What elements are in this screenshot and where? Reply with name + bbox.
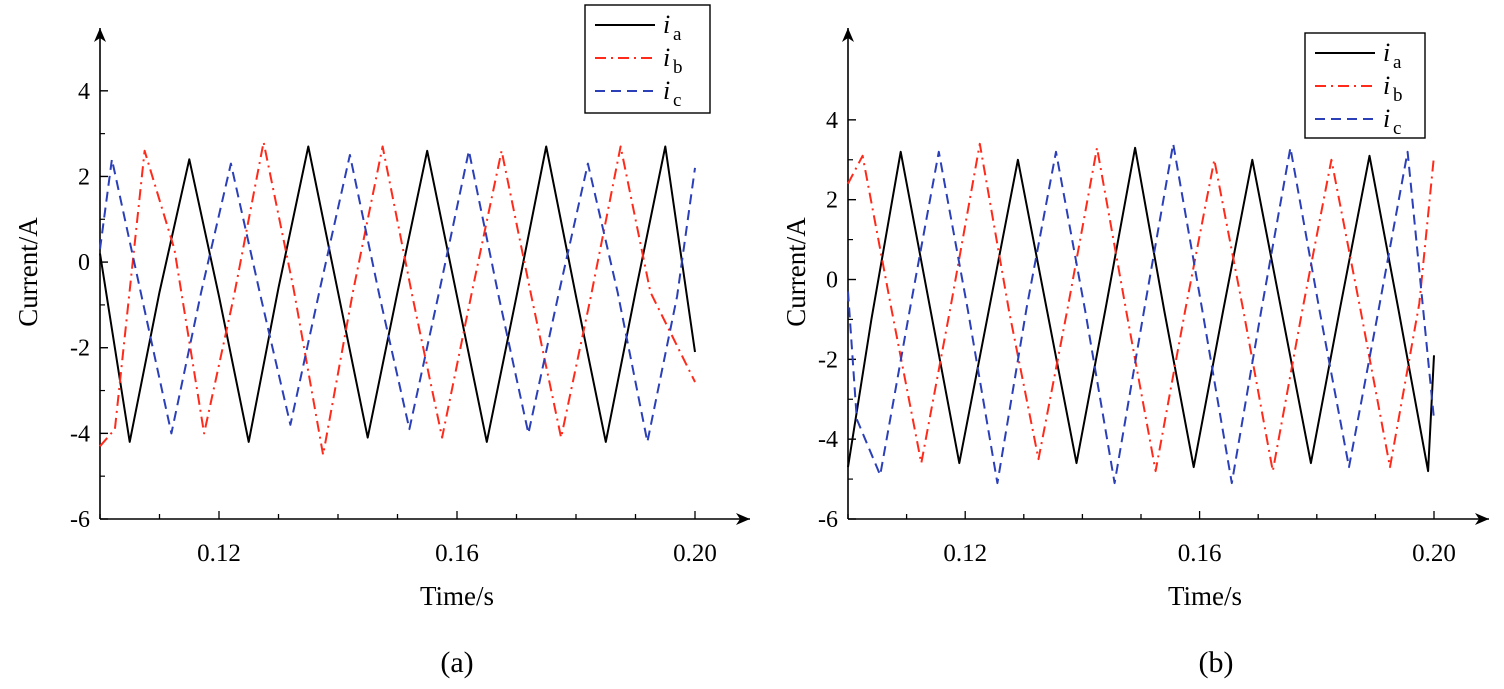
legend-label-ic: i: [1383, 104, 1390, 133]
legend-label-ib: i: [1383, 71, 1390, 100]
x-axis-label: Time/s: [420, 581, 494, 611]
panel-label: (b): [1199, 646, 1234, 679]
legend: i ai bi c: [1304, 32, 1426, 139]
x-axis-arrow: [1475, 513, 1489, 525]
y-tick-label: 4: [78, 79, 90, 105]
y-tick-label: 0: [78, 250, 90, 276]
legend-label-ia: i: [663, 10, 670, 39]
series-line-ib: [99, 141, 696, 456]
panel-label: (a): [440, 646, 473, 679]
y-tick-label: -2: [70, 336, 90, 362]
y-tick-label: 4: [826, 108, 838, 134]
series-line-ic: [99, 149, 696, 443]
y-tick-label: -6: [70, 507, 90, 533]
y-tick-label: 2: [826, 188, 838, 214]
legend-subscript-ia: a: [673, 24, 682, 45]
x-axis-arrow: [736, 513, 750, 525]
y-tick-label: 2: [78, 164, 90, 190]
legend: i ai bi c: [584, 4, 711, 114]
y-tick-label: 0: [826, 268, 838, 294]
legend-label-ia: i: [1383, 38, 1390, 67]
series-line-ia: [847, 146, 1435, 473]
y-axis-label: Current/A: [13, 217, 43, 327]
series-line-ic: [847, 142, 1435, 485]
legend-subscript-ia: a: [1393, 52, 1402, 73]
series-line-ib: [847, 142, 1435, 473]
panel-b: -6 -4 -2 0 2 4 0.12 0.16 0.20 Current/A Time/s (b) i…: [781, 28, 1489, 679]
y-tick-label: -2: [818, 347, 838, 373]
panel-a: -6 -4 -2 0 2 4 0.12 0.16 0.20 Current/A Time/s (a) i…: [13, 4, 750, 679]
x-tick-label: 0.16: [1178, 540, 1222, 567]
y-tick-label: -4: [70, 421, 90, 447]
x-tick-label: 0.20: [673, 540, 717, 567]
legend-label-ic: i: [663, 76, 670, 105]
y-axis-arrow: [94, 28, 106, 42]
legend-subscript-ic: c: [1393, 118, 1401, 139]
x-tick-label: 0.16: [435, 540, 479, 567]
y-axis-arrow: [842, 28, 854, 42]
x-tick-label: 0.12: [197, 540, 241, 567]
x-axis-label: Time/s: [1168, 581, 1242, 611]
legend-subscript-ic: c: [673, 90, 681, 111]
x-tick-label: 0.12: [943, 540, 987, 567]
series-line-ia: [99, 145, 696, 443]
y-tick-label: -6: [818, 507, 838, 533]
y-axis-label: Current/A: [781, 217, 811, 327]
x-tick-label: 0.20: [1412, 540, 1456, 567]
legend-subscript-ib: b: [1393, 85, 1403, 106]
legend-label-ib: i: [663, 43, 670, 72]
legend-subscript-ib: b: [673, 57, 683, 78]
y-tick-label: -4: [818, 427, 838, 453]
